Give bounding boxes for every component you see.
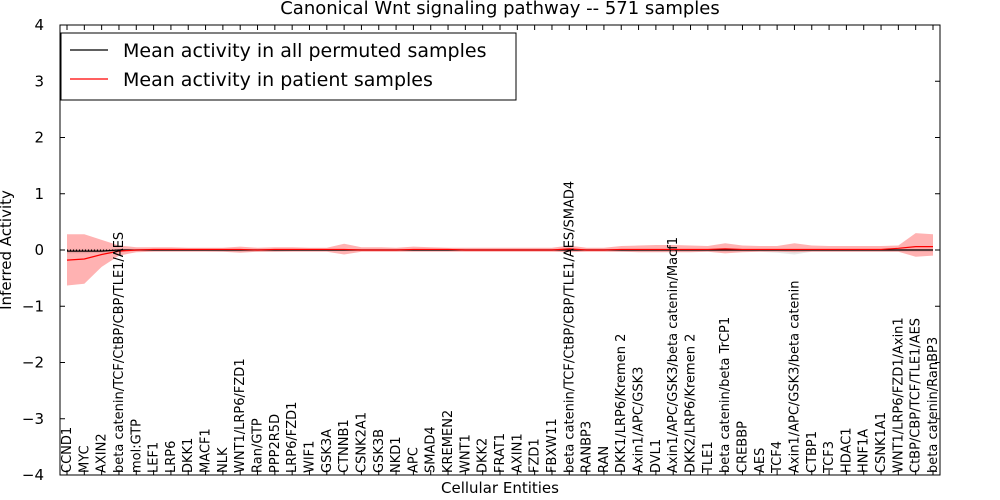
x-tick-label: beta catenin/TCF/CtBP/CBP/TLE1/AES/SMAD4 [562,181,577,473]
x-tick-label: Ran/GTP [251,418,266,473]
y-tick-label: 1 [34,185,44,203]
x-tick-label: mol:GTP [129,419,144,473]
band-patient [67,233,933,286]
x-tick-label: CtBP/CBP/TCF/TLE1/AES [909,318,924,473]
x-axis-label: Cellular Entities [441,479,559,497]
x-tick-label: DKK2 [476,438,491,473]
x-tick-label: WNT1/LRP6/FZD1 [233,358,248,473]
series-line-patient [66,246,933,261]
y-tick-label: −2 [22,354,44,372]
x-tick-label: AXIN1 [510,433,525,473]
x-tick-label: HNF1A [857,429,872,473]
x-tick-label: SMAD4 [424,426,439,473]
x-tick-label: WNT1 [458,434,473,473]
y-tick-label: 0 [34,241,44,259]
y-tick-label: 2 [34,129,44,147]
y-axis-label: Inferred Activity [0,190,15,310]
x-tick-label: beta catenin/TCF/CtBP/CBP/TLE1/AES [112,232,127,473]
y-tick-label: −3 [22,410,44,428]
x-tick-label: GSK3B [372,429,387,473]
x-tick-label: HDAC1 [839,427,854,473]
x-tick-label: LRP6/FZD1 [285,402,300,473]
x-tick-label: GSK3A [320,429,335,473]
x-tick-label: FRAT1 [493,433,508,473]
x-axis-ticks: CCND1 MYC AXIN2 beta catenin/TCF/CtBP/CBP/T… [60,25,941,475]
x-tick-label: DVL1 [649,439,664,473]
x-tick-label: Axin1/APC/GSK3 [632,367,647,473]
x-tick-label: APC [406,447,421,473]
legend-box [60,32,517,101]
x-tick-label: MYC [77,445,92,473]
x-tick-label: AES [753,448,768,473]
x-tick-label: NKD1 [389,436,404,473]
x-tick-label: LRP6 [164,441,179,473]
legend: Mean activity in all permuted samples Me… [60,32,517,101]
legend-label-patient: Mean activity in patient samples [123,69,433,91]
x-tick-label: KREMEN2 [441,410,456,473]
y-tick-label: −4 [22,466,44,484]
x-tick-label: CTBP1 [805,431,820,473]
x-tick-label: CTNNB1 [337,419,352,473]
x-tick-label: FZD1 [528,438,543,473]
x-tick-label: CREBBP [735,421,750,473]
chart-title: Canonical Wnt signaling pathway -- 571 s… [280,0,720,19]
x-tick-label: CCND1 [60,427,75,473]
x-tick-label: beta catenin/beta TrCP1 [718,317,733,473]
x-tick-label: FBXW11 [545,418,560,473]
x-tick-label: MACF1 [199,428,214,473]
x-tick-label: WIF1 [302,441,317,473]
x-tick-label: LEF1 [147,442,162,473]
x-tick-label: TLE1 [701,441,716,474]
x-tick-label: WNT1/LRP6/FZD1/Axin1 [891,317,906,473]
x-tick-label: Axin1/APC/GSK3/beta catenin [787,280,802,473]
series-lines [66,246,933,261]
x-tick-label: TCF4 [770,441,785,474]
y-axis-ticks: 4 3 2 1 0 −1 −2 −3 −4 [22,16,940,484]
y-tick-label: 4 [34,16,44,34]
x-tick-label: beta catenin/RanBP3 [926,337,941,473]
x-tick-label: RANBP3 [580,421,595,473]
y-tick-label: −1 [22,297,44,315]
x-tick-label: TCF3 [822,441,837,474]
x-tick-label: PPP2R5D [268,414,283,473]
x-tick-label: CSNK2A1 [354,412,369,473]
x-tick-label: Axin1/APC/GSK3/beta catenin/Macf1 [666,237,681,473]
y-tick-label: 3 [34,72,44,90]
x-tick-label: DKK1 [181,438,196,473]
legend-label-permuted: Mean activity in all permuted samples [123,40,486,62]
x-tick-label: NLK [216,447,231,473]
x-tick-label: RAN [597,446,612,473]
x-tick-label: CSNK1A1 [874,412,889,473]
x-tick-label: DKK2/LRP6/Kremen 2 [684,334,699,473]
confidence-bands [67,233,933,286]
x-tick-label: AXIN2 [95,433,110,473]
x-tick-label: DKK1/LRP6/Kremen 2 [614,334,629,473]
